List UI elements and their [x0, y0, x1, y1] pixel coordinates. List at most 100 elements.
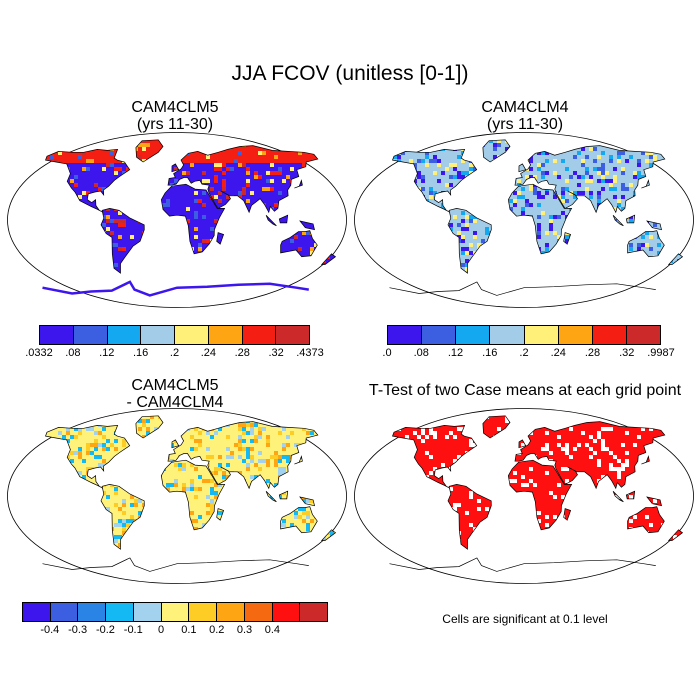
antarctica-coastline — [42, 280, 309, 297]
coastline — [392, 148, 478, 213]
colorbar-tick-label: .28 — [584, 347, 601, 359]
colorbar-swatch — [133, 603, 162, 621]
panel-1-title-line2: (yrs 11-30) — [136, 116, 214, 133]
coastline — [280, 230, 318, 258]
panel-4-title: T-Test of two Case means at each grid po… — [350, 382, 700, 399]
map-cam4clm4 — [354, 132, 694, 308]
coastline — [392, 424, 478, 489]
colorbar-swatch — [217, 603, 245, 621]
coastline — [320, 253, 337, 265]
colorbar-tick-label: .4373 — [296, 347, 324, 359]
coastline — [45, 148, 131, 213]
colorbar-tick-label: .2 — [519, 347, 529, 359]
colorbar-swatch — [208, 326, 243, 344]
colorbar-swatch — [388, 326, 423, 344]
coastline — [167, 145, 319, 214]
antarctica-coastline — [42, 557, 309, 572]
colorbar-tick-label: .0 — [382, 347, 392, 359]
panel-3-title-line1: CAM4CLM5 — [131, 377, 219, 394]
colorbar-swatch — [106, 603, 134, 621]
antarctica-coastline — [389, 281, 656, 296]
colorbar-swatch — [40, 326, 74, 344]
colorbar-difference — [22, 602, 328, 622]
map-cam4clm5 — [7, 132, 347, 308]
colorbar-swatch — [50, 603, 79, 621]
figure-title: JJA FCOV (unitless [0-1]) — [231, 62, 469, 85]
colorbar-tick-label: 0.2 — [209, 624, 225, 636]
coastline — [278, 214, 289, 224]
coastline — [135, 139, 164, 163]
colorbar-tick-label: .24 — [200, 347, 217, 359]
coastline — [482, 139, 511, 163]
colorbar-swatch — [242, 326, 277, 344]
colorbar-swatch — [23, 603, 51, 621]
colorbar-tick-label: -0.1 — [123, 624, 143, 636]
colorbar-swatch — [141, 326, 175, 344]
coastline — [167, 421, 319, 490]
colorbar-tick-label: .16 — [482, 347, 498, 359]
coastline — [667, 253, 684, 265]
coastline — [299, 496, 315, 507]
coastline — [507, 459, 573, 531]
coastline — [160, 459, 226, 531]
coastline — [171, 163, 180, 173]
coastline — [45, 424, 131, 489]
colorbar-swatch — [626, 326, 660, 344]
significance-note: Cells are significant at 0.1 level — [442, 612, 608, 626]
coastline — [280, 506, 318, 534]
colorbar-swatch — [592, 326, 627, 344]
coastline — [641, 179, 650, 189]
colorbar-swatch — [490, 326, 525, 344]
colorbar-swatch — [422, 326, 457, 344]
colorbar-swatch — [161, 603, 190, 621]
colorbar-tick-label: -0.2 — [95, 624, 115, 636]
colorbar-swatch — [175, 326, 209, 344]
colorbar-swatch — [78, 603, 107, 621]
coastline — [278, 490, 289, 500]
coastline — [265, 490, 277, 503]
coastline — [518, 163, 527, 173]
colorbar-cam4clm5-labels: .0332 .08 .12 .16 .2 .24 .28 .32 .4373 — [25, 347, 324, 361]
coastline — [612, 214, 624, 227]
colorbar-tick-label: .2 — [169, 347, 180, 359]
colorbar-tick-label: .28 — [234, 347, 250, 359]
colorbar-swatch — [276, 326, 309, 344]
colorbar-tick-label: 0.4 — [264, 624, 281, 636]
coastline — [641, 455, 650, 465]
colorbar-tick-label: .0332 — [25, 347, 53, 359]
coastline — [135, 415, 164, 439]
colorbar-swatch — [456, 326, 491, 344]
colorbar-tick-label: .12 — [447, 347, 464, 359]
coastline — [625, 490, 636, 500]
coastline — [625, 214, 636, 224]
colorbar-swatch — [300, 603, 328, 621]
colorbar-cam4clm5 — [39, 325, 310, 345]
map-difference — [7, 408, 347, 584]
panel-2-title: CAM4CLM4 (yrs 11-30) — [350, 99, 700, 133]
colorbar-swatch — [524, 326, 559, 344]
colorbar-swatch — [558, 326, 593, 344]
coastline — [563, 232, 572, 245]
colorbar-tick-label: 0 — [158, 624, 165, 636]
colorbar-tick-label: .32 — [619, 347, 635, 359]
coastline — [612, 490, 624, 503]
panel-2-title-line2: (yrs 11-30) — [486, 116, 564, 133]
colorbar-swatch — [272, 603, 301, 621]
coastline — [646, 496, 662, 507]
colorbar-cam4clm4-labels: .0 .08 .12 .16 .2 .24 .28 .32 .9987 — [382, 347, 674, 361]
coastline — [518, 439, 527, 449]
coastline — [216, 232, 225, 245]
coastline — [100, 484, 145, 550]
colorbar-tick-label: .9987 — [647, 347, 675, 359]
panel-3-title: CAM4CLM5 - CAM4CLM4 — [0, 377, 350, 411]
colorbar-tick-label: .08 — [65, 347, 81, 359]
antarctica-coastline — [389, 557, 656, 572]
coastline — [667, 529, 684, 541]
panel-1-title-line1: CAM4CLM5 — [131, 99, 219, 116]
coastline — [171, 439, 180, 449]
colorbar-tick-label: .08 — [413, 347, 429, 359]
colorbar-swatch — [189, 603, 218, 621]
coastline — [646, 220, 662, 231]
coastline — [299, 220, 315, 231]
coastline — [100, 208, 145, 274]
